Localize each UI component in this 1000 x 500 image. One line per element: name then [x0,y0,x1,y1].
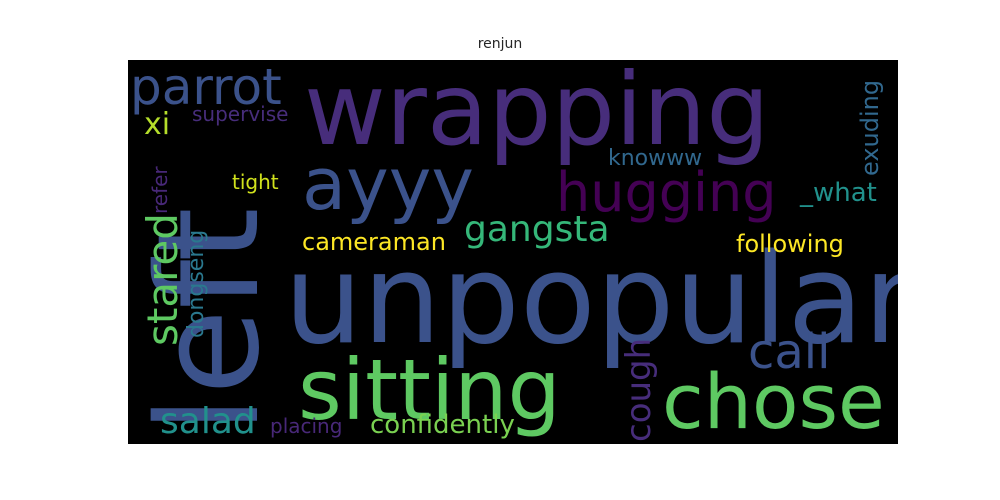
word-sitting: sitting [298,348,561,432]
word-text: _what [800,178,877,208]
word-ayyy: ayyy [302,148,474,220]
word-dongseng: dongseng [184,229,209,338]
word-hugging: hugging [556,166,777,220]
word-text: exuding [856,79,884,176]
word-tight: tight [232,172,279,192]
word-knowww: knowww [608,148,702,170]
word-text: refer [148,166,172,214]
word-text: stared [138,213,187,346]
word-call: call [748,328,830,376]
chart-title: renjun [477,36,523,52]
word-chose: chose [662,364,885,440]
word-gangsta: gangsta [464,212,610,248]
word-wrapping: wrapping [304,60,770,160]
word-cloud: left unpopular wrapping ayyy sitting cho… [128,60,898,444]
word-cough: cough [619,337,659,442]
word-text: wrapping [304,60,770,168]
word-salad: salad [160,404,256,440]
word-text: unpopular [284,228,898,372]
word-text: parrot [130,60,282,116]
word-text: xi [144,107,171,142]
word-text: following [736,230,844,258]
word-text: gangsta [464,209,610,250]
word-text: cameraman [302,228,446,256]
word-refer: refer [148,166,172,214]
word-text: dongseng [184,229,209,338]
word-text: tight [232,170,279,194]
word-unpopular: unpopular [284,238,898,362]
word-placing: placing [270,416,342,436]
word-text: cough [619,337,659,442]
word-xi: xi [144,110,170,140]
word-text: chose [662,357,885,444]
word-confidently: confidently [370,412,515,438]
word-stared: stared [138,213,187,346]
word-text: call [748,324,831,380]
word-text: placing [270,414,343,438]
word-exuding: exuding [856,79,884,176]
word-text: confidently [370,410,515,440]
word-what: _what [800,180,877,206]
word-text: sitting [298,341,561,439]
word-text: supervise [192,102,289,126]
word-following: following [736,232,844,256]
word-text: hugging [556,161,777,224]
word-cameraman: cameraman [302,230,446,254]
word-text: ayyy [302,142,474,226]
word-parrot: parrot [130,62,282,112]
word-text: knowww [608,146,703,171]
word-text: salad [160,401,256,442]
word-supervise: supervise [192,104,288,124]
